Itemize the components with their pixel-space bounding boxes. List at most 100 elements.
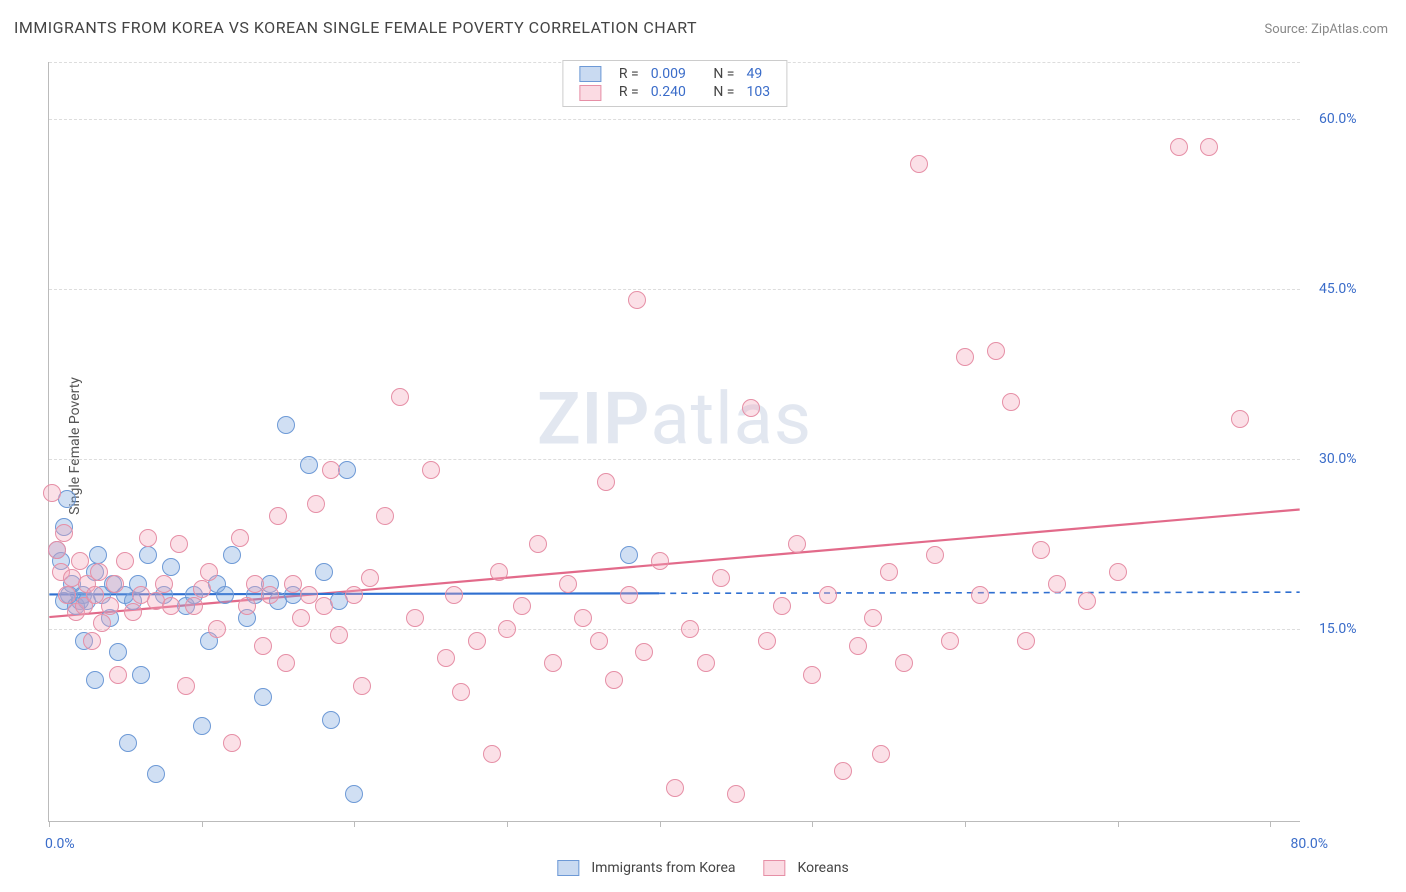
swatch-pink (763, 860, 785, 876)
legend-item-blue: Immigrants from Korea (557, 860, 735, 876)
legend-item-pink: Koreans (763, 860, 848, 876)
scatter-point-blue (89, 546, 107, 564)
scatter-point-pink (597, 473, 615, 491)
scatter-point-pink (849, 637, 867, 655)
scatter-point-pink (1002, 393, 1020, 411)
chart-title: IMMIGRANTS FROM KOREA VS KOREAN SINGLE F… (14, 18, 697, 37)
x-tick (660, 821, 661, 827)
x-tick-label: 80.0% (1290, 836, 1328, 852)
scatter-point-pink (681, 620, 699, 638)
scatter-point-pink (620, 586, 638, 604)
scatter-point-blue (315, 563, 333, 581)
scatter-point-pink (452, 683, 470, 701)
scatter-point-pink (803, 666, 821, 684)
legend-correlation-box: R = 0.009 N = 49 R = 0.240 N = 103 (562, 60, 787, 107)
scatter-point-pink (864, 609, 882, 627)
scatter-point-pink (83, 632, 101, 650)
x-tick (49, 821, 50, 827)
scatter-point-pink (490, 563, 508, 581)
scatter-point-pink (788, 535, 806, 553)
y-tick-label: 15.0% (1319, 621, 1357, 637)
x-tick (507, 821, 508, 827)
scatter-point-pink (926, 546, 944, 564)
scatter-point-pink (544, 654, 562, 672)
scatter-point-pink (987, 342, 1005, 360)
scatter-point-pink (162, 597, 180, 615)
scatter-point-pink (422, 461, 440, 479)
scatter-point-pink (292, 609, 310, 627)
scatter-point-pink (1017, 632, 1035, 650)
scatter-point-pink (124, 603, 142, 621)
scatter-point-pink (231, 529, 249, 547)
watermark-zip: ZIP (537, 376, 650, 461)
swatch-pink (579, 85, 601, 101)
scatter-point-pink (513, 597, 531, 615)
scatter-point-pink (872, 745, 890, 763)
scatter-point-pink (727, 785, 745, 803)
scatter-point-pink (1170, 138, 1188, 156)
scatter-point-pink (139, 529, 157, 547)
scatter-point-blue (193, 717, 211, 735)
scatter-point-pink (177, 677, 195, 695)
scatter-point-pink (712, 569, 730, 587)
scatter-point-pink (322, 461, 340, 479)
scatter-point-pink (200, 563, 218, 581)
scatter-point-pink (330, 626, 348, 644)
scatter-point-pink (361, 569, 379, 587)
legend-blue-n: 49 (741, 65, 777, 83)
legend-n-label: N = (707, 83, 740, 101)
legend-blue-r: 0.009 (645, 65, 692, 83)
y-tick-label: 60.0% (1319, 111, 1357, 127)
scatter-point-pink (651, 552, 669, 570)
scatter-point-pink (193, 580, 211, 598)
scatter-point-pink (391, 388, 409, 406)
scatter-point-pink (116, 552, 134, 570)
scatter-point-pink (223, 734, 241, 752)
gridline (49, 289, 1300, 290)
scatter-point-pink (238, 597, 256, 615)
scatter-point-pink (445, 586, 463, 604)
x-tick (1118, 821, 1119, 827)
legend-pink-n: 103 (741, 83, 777, 101)
scatter-point-pink (758, 632, 776, 650)
trend-lines-layer (49, 62, 1300, 821)
scatter-point-pink (208, 620, 226, 638)
scatter-point-pink (559, 575, 577, 593)
scatter-point-blue (345, 785, 363, 803)
scatter-point-pink (468, 632, 486, 650)
scatter-point-pink (971, 586, 989, 604)
scatter-point-blue (109, 643, 127, 661)
source-link[interactable]: ZipAtlas.com (1311, 22, 1388, 37)
watermark: ZIPatlas (537, 376, 812, 461)
swatch-blue (557, 860, 579, 876)
scatter-point-pink (1078, 592, 1096, 610)
scatter-point-pink (574, 609, 592, 627)
scatter-point-pink (628, 291, 646, 309)
scatter-point-pink (697, 654, 715, 672)
legend-row-pink: R = 0.240 N = 103 (573, 83, 776, 101)
gridline (49, 629, 1300, 630)
scatter-point-pink (819, 586, 837, 604)
scatter-point-pink (93, 614, 111, 632)
scatter-point-pink (483, 745, 501, 763)
scatter-point-blue (119, 734, 137, 752)
scatter-point-pink (773, 597, 791, 615)
scatter-point-pink (742, 399, 760, 417)
scatter-point-pink (185, 597, 203, 615)
scatter-point-blue (620, 546, 638, 564)
scatter-point-blue (147, 765, 165, 783)
scatter-point-blue (254, 688, 272, 706)
scatter-point-pink (43, 484, 61, 502)
scatter-point-blue (277, 416, 295, 434)
legend-n-label: N = (707, 65, 740, 83)
scatter-point-pink (437, 649, 455, 667)
chart-container: IMMIGRANTS FROM KOREA VS KOREAN SINGLE F… (0, 0, 1406, 892)
scatter-point-pink (895, 654, 913, 672)
scatter-point-pink (406, 609, 424, 627)
scatter-point-pink (353, 677, 371, 695)
y-tick-label: 45.0% (1319, 281, 1357, 297)
scatter-point-pink (498, 620, 516, 638)
x-tick (965, 821, 966, 827)
scatter-point-pink (55, 524, 73, 542)
scatter-point-pink (155, 575, 173, 593)
